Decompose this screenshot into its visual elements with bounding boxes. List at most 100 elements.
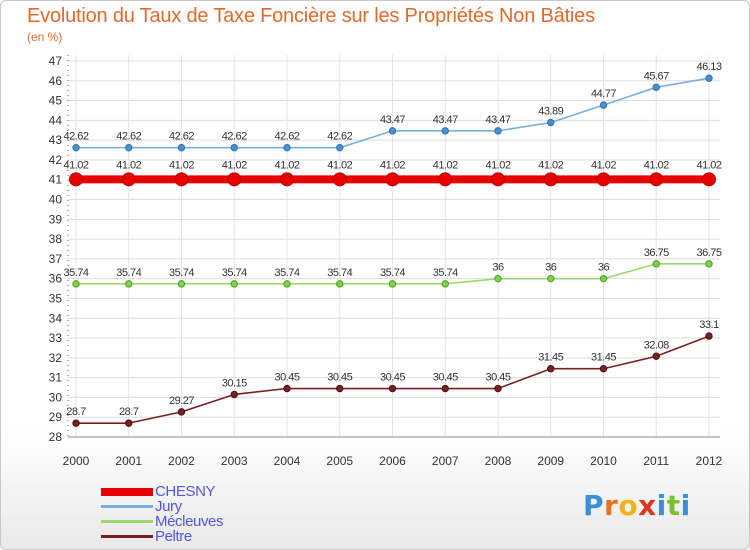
x-tick-label: 2006 — [379, 454, 406, 468]
logo-letter: r — [604, 489, 619, 522]
x-tick-label: 2011 — [643, 454, 669, 468]
data-point — [652, 260, 660, 268]
data-label: 35.74 — [433, 267, 458, 279]
data-label: 41.02 — [169, 159, 194, 171]
y-tick-label: 34 — [49, 311, 63, 325]
data-point — [649, 172, 664, 187]
data-point — [72, 419, 80, 427]
proxiti-logo: Proxiti — [583, 489, 691, 522]
legend-label: Peltre — [155, 528, 192, 545]
data-point — [441, 384, 449, 393]
y-tick-label: 43 — [49, 133, 63, 147]
logo-letter: t — [666, 489, 681, 522]
logo-letter: o — [618, 489, 639, 522]
series-mécleuves: 35.74 35.74 35.74 35.74 35.74 35.74 35.74 35.74… — [63, 247, 722, 288]
data-label: 43.47 — [485, 114, 510, 126]
logo-letter: i — [656, 489, 667, 522]
logo-letter: P — [583, 489, 605, 522]
data-label: 31.45 — [591, 352, 616, 364]
data-label: 35.74 — [63, 267, 88, 279]
data-label: 44.77 — [591, 88, 616, 100]
data-label: 35.74 — [116, 267, 141, 279]
data-point — [441, 280, 449, 288]
data-point — [388, 280, 397, 288]
data-label: 42.62 — [63, 131, 88, 143]
y-tick-label: 30 — [49, 390, 63, 404]
data-point — [385, 172, 400, 187]
data-label: 30.45 — [274, 372, 299, 384]
data-label: 35.74 — [222, 267, 247, 279]
data-label: 41.02 — [485, 159, 510, 171]
data-point — [121, 172, 136, 187]
y-tick-label: 36 — [49, 272, 63, 286]
series-peltre: 28.7 28.7 29.27 30.15 30.45 30.45 30.45 30.45 30… — [66, 319, 720, 427]
data-point — [125, 143, 133, 152]
data-label: 30.15 — [222, 377, 247, 389]
x-tick-label: 2001 — [115, 454, 142, 468]
x-tick-label: 2009 — [537, 454, 564, 468]
data-label: 36.75 — [644, 247, 669, 259]
data-label: 36.75 — [696, 247, 721, 259]
y-unit-label: (en %) — [27, 30, 63, 44]
data-label: 41.02 — [63, 159, 88, 171]
data-label: 35.74 — [327, 267, 352, 279]
y-tick-label: 28 — [49, 430, 63, 444]
data-label: 41.02 — [274, 159, 299, 171]
data-point — [705, 260, 713, 268]
data-point — [280, 172, 294, 187]
data-point — [652, 83, 660, 92]
data-point — [441, 127, 449, 135]
y-tick-label: 29 — [49, 410, 63, 424]
series-chesny: 41.02 41.02 41.02 41.02 41.02 41.02 41.02 41.02… — [63, 159, 722, 187]
data-label: 42.62 — [327, 131, 352, 143]
data-label: 42.62 — [222, 131, 247, 143]
legend-label: Jury — [155, 498, 182, 515]
data-label: 30.45 — [327, 372, 352, 384]
data-point — [494, 384, 502, 393]
data-point — [596, 172, 611, 187]
y-tick-label: 40 — [49, 193, 63, 207]
data-label: 30.45 — [380, 372, 405, 384]
data-label: 33.1 — [699, 319, 719, 331]
data-point — [336, 384, 344, 393]
logo-letter: i — [680, 489, 691, 522]
data-point — [491, 172, 505, 187]
data-point — [388, 127, 397, 135]
data-point — [705, 332, 713, 340]
data-label: 41.02 — [644, 159, 669, 171]
y-tick-label: 38 — [49, 232, 63, 246]
data-point — [283, 384, 291, 393]
data-label: 41.02 — [591, 159, 616, 171]
data-point — [547, 118, 555, 127]
chart-title: Evolution du Taux de Taxe Foncière sur l… — [27, 5, 595, 27]
y-tick-label: 46 — [49, 74, 63, 88]
data-point — [177, 143, 186, 152]
data-label: 41.02 — [327, 159, 352, 171]
x-tick-label: 2010 — [590, 454, 617, 468]
data-point — [336, 143, 344, 152]
data-point — [599, 101, 608, 109]
data-label: 41.02 — [538, 159, 563, 171]
y-tick-label: 32 — [49, 351, 63, 365]
data-point — [72, 143, 80, 152]
plot-area — [68, 55, 720, 437]
legend-swatch — [101, 535, 153, 538]
data-label: 36 — [598, 262, 610, 274]
data-point — [177, 408, 186, 416]
data-point — [705, 74, 713, 82]
data-point — [547, 365, 555, 373]
data-point — [230, 390, 238, 399]
y-tick-label: 44 — [49, 113, 63, 127]
data-label: 32.08 — [644, 339, 669, 351]
x-tick-label: 2002 — [168, 454, 195, 468]
data-point — [599, 274, 608, 283]
data-point — [283, 143, 291, 152]
data-label: 28.7 — [66, 406, 86, 418]
data-label: 31.45 — [538, 352, 563, 364]
y-tick-label: 39 — [49, 212, 63, 226]
data-label: 41.02 — [433, 159, 458, 171]
data-point — [599, 365, 608, 373]
x-tick-label: 2008 — [485, 454, 512, 468]
